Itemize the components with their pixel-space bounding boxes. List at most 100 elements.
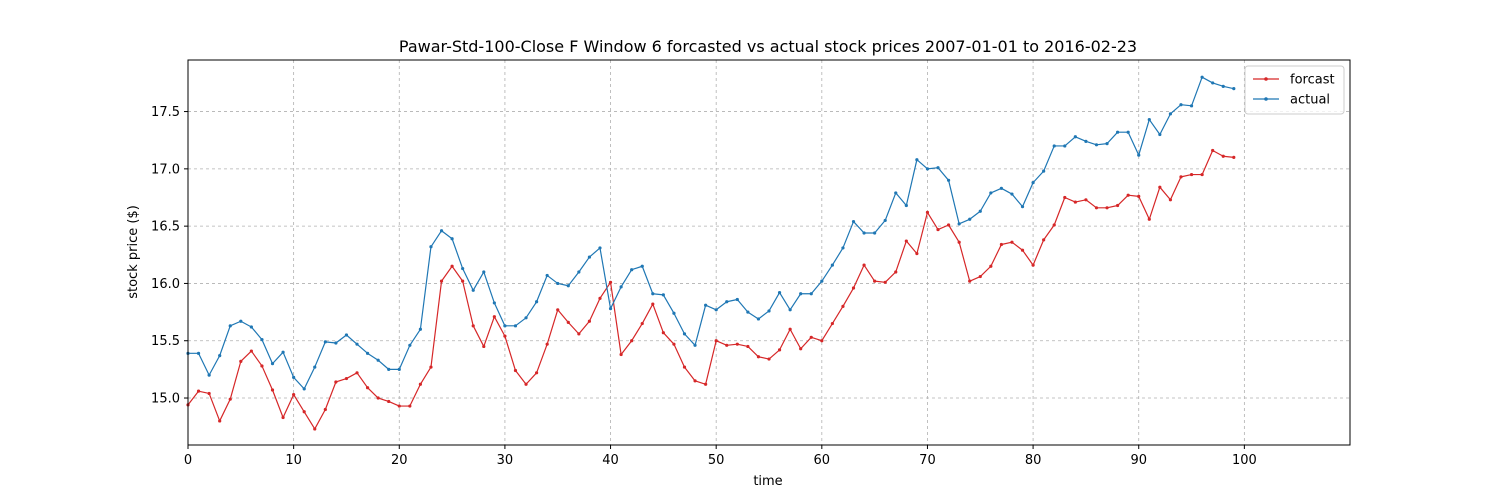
data-point-actual [323, 340, 327, 344]
data-point-actual [1211, 81, 1215, 85]
legend-marker-actual [1264, 97, 1268, 101]
data-point-forcast [946, 223, 951, 227]
y-tick-label: 15.5 [151, 334, 180, 349]
data-point-actual [1052, 144, 1056, 148]
data-point-actual [640, 264, 644, 268]
data-point-actual [545, 273, 549, 278]
data-point-actual [735, 297, 739, 302]
x-tick-label: 50 [708, 453, 725, 468]
data-point-forcast [820, 339, 824, 343]
data-point-forcast [873, 279, 877, 283]
data-point-forcast [207, 391, 211, 396]
data-point-forcast [598, 296, 602, 300]
data-point-actual [989, 191, 993, 195]
data-point-actual [883, 218, 887, 223]
data-point-forcast [260, 364, 264, 368]
data-point-actual [809, 292, 813, 296]
data-point-forcast [1126, 193, 1130, 197]
data-point-forcast [1073, 200, 1077, 204]
data-point-forcast [492, 315, 496, 319]
data-point-actual [387, 367, 391, 371]
data-point-actual [1168, 112, 1173, 116]
data-point-forcast [894, 270, 898, 274]
data-point-actual [925, 167, 930, 171]
data-point-forcast [1063, 195, 1067, 200]
data-point-actual [429, 245, 433, 249]
data-point-actual [894, 191, 898, 195]
data-point-forcast [270, 388, 275, 392]
data-point-actual [862, 231, 866, 235]
data-point-forcast [704, 382, 708, 386]
data-point-actual [524, 316, 528, 320]
series-actual [186, 75, 1236, 391]
data-point-actual [936, 166, 940, 170]
data-point-actual [471, 288, 475, 292]
data-point-forcast [968, 279, 972, 283]
data-point-actual [957, 222, 961, 226]
data-point-forcast [545, 342, 549, 346]
data-point-forcast [1010, 240, 1014, 244]
data-point-actual [777, 291, 782, 295]
data-point-actual [196, 351, 201, 355]
data-point-forcast [851, 286, 856, 290]
data-point-actual [682, 332, 687, 336]
data-point-actual [228, 324, 232, 328]
data-point-forcast [619, 352, 623, 357]
series-forcast [186, 148, 1236, 431]
data-point-forcast [1179, 175, 1183, 179]
data-point-forcast [302, 410, 306, 414]
data-point-forcast [566, 320, 570, 324]
chart-title: Pawar-Std-100-Close F Window 6 forcasted… [399, 37, 1137, 56]
data-point-forcast [450, 264, 454, 268]
data-point-forcast [1147, 217, 1151, 221]
data-point-actual [1010, 192, 1014, 196]
data-point-actual [1158, 132, 1162, 137]
data-point-forcast [228, 397, 232, 401]
data-point-actual [344, 333, 349, 337]
data-point-forcast [292, 392, 296, 397]
data-point-forcast [218, 419, 222, 423]
data-point-forcast [1116, 203, 1120, 208]
series-line-forcast [187, 149, 1234, 430]
data-point-forcast [556, 308, 560, 312]
data-point-forcast [830, 321, 834, 326]
data-point-forcast [387, 399, 391, 404]
x-tick-label: 0 [184, 453, 192, 468]
data-point-forcast [661, 331, 665, 335]
data-point-actual [566, 284, 570, 288]
x-axis-label: time [753, 474, 782, 489]
data-point-actual [482, 270, 486, 274]
y-tick-label: 17.5 [151, 105, 180, 120]
data-point-actual [1189, 104, 1194, 108]
data-point-actual [851, 219, 856, 224]
data-point-actual [260, 337, 264, 342]
data-point-forcast [1105, 206, 1109, 210]
data-point-forcast [1189, 172, 1194, 177]
data-point-forcast [1042, 238, 1046, 242]
data-point-actual [608, 307, 613, 311]
x-tick-label: 70 [919, 453, 936, 468]
data-point-actual [334, 341, 338, 345]
data-point-forcast [355, 371, 359, 375]
data-point-actual [693, 343, 697, 347]
x-tick-label: 60 [814, 453, 831, 468]
x-tick-label: 100 [1232, 453, 1257, 468]
data-point-forcast [365, 386, 370, 390]
data-point-actual [799, 292, 803, 296]
data-point-forcast [1200, 172, 1204, 177]
data-point-actual [1147, 117, 1151, 122]
data-point-actual [661, 293, 665, 297]
data-point-forcast [936, 227, 940, 232]
data-point-forcast [471, 324, 475, 328]
y-tick-label: 15.0 [151, 392, 180, 407]
data-point-forcast [630, 339, 634, 343]
data-point-forcast [767, 357, 771, 361]
data-point-actual [725, 300, 729, 304]
data-point-forcast [1158, 185, 1162, 189]
data-point-forcast [957, 240, 961, 244]
data-point-forcast [524, 382, 528, 386]
data-point-actual [1105, 142, 1109, 146]
plot-frame [187, 59, 1351, 446]
data-point-forcast [1052, 223, 1056, 227]
data-point-forcast [799, 347, 803, 351]
